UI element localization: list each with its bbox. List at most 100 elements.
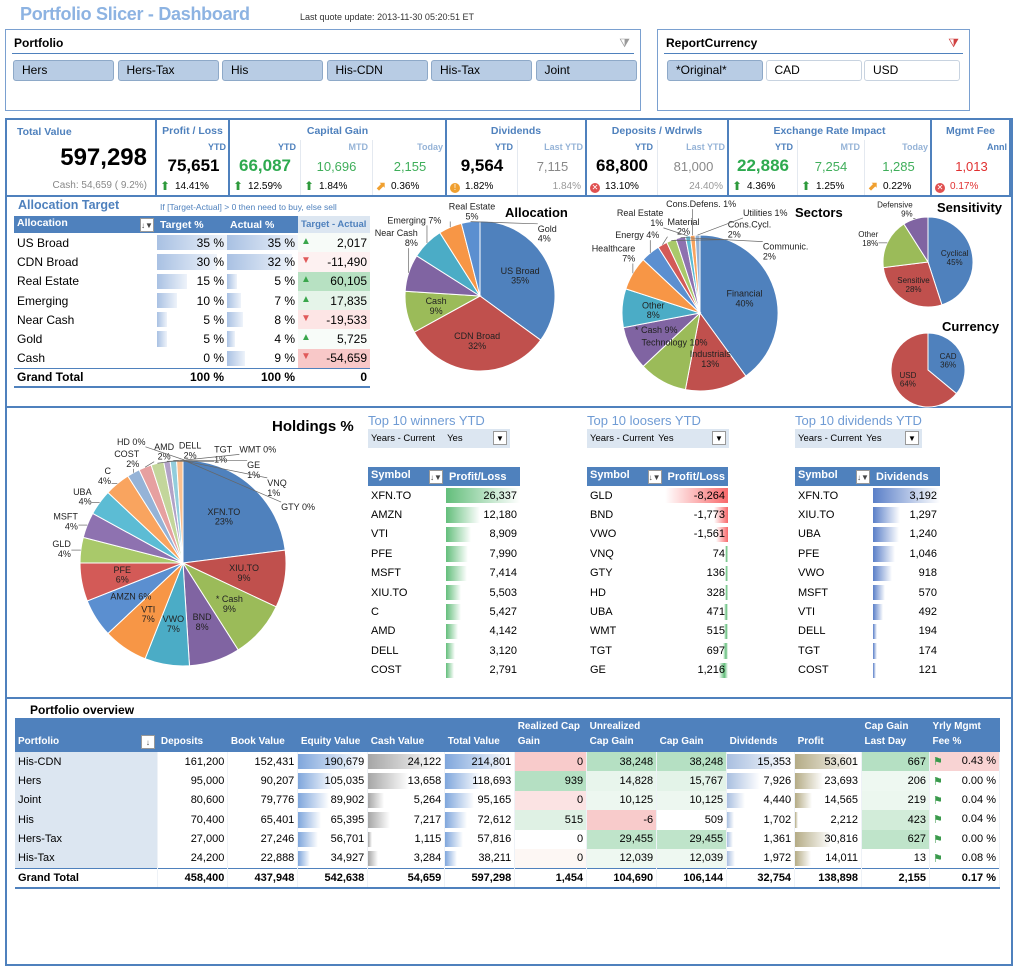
data-bar — [157, 235, 227, 251]
table-row[interactable]: Joint 80,600 79,776 89,902 5,264 95,165 0 10,12… — [15, 790, 1001, 811]
portfolio-filter-joint[interactable]: Joint — [535, 60, 637, 81]
value-cell: 1,297 — [873, 505, 940, 524]
allocation-grand-total-row: Grand Total 100 % 100 % 0 — [14, 367, 370, 389]
portfolio-filter-his-cdn[interactable]: His-CDN — [326, 60, 428, 81]
allocation-row[interactable]: Emerging 10 % 7 % ▲ 17,835 — [14, 290, 370, 311]
filter-value: Yes — [866, 433, 882, 444]
table-row[interactable]: VWO -1,561 — [587, 525, 728, 544]
sort-icon[interactable]: ↓ — [140, 735, 155, 749]
table-row[interactable]: BND -1,773 — [587, 505, 728, 524]
table-row[interactable]: UBA 471 — [587, 602, 728, 621]
table-row[interactable]: VTI 8,909 — [368, 525, 520, 544]
currency-filter-usd[interactable]: USD — [864, 60, 960, 81]
cell-total-value: 118,693 — [444, 771, 516, 791]
cell-profit: 2,212 — [794, 810, 863, 830]
table-row[interactable]: DELL 194 — [795, 622, 940, 641]
allocation-target-cell: 5 % — [157, 310, 227, 329]
table-row[interactable]: UBA 1,240 — [795, 525, 940, 544]
triangle-up-icon: ▲ — [301, 293, 311, 305]
portfolio-filter-hers-tax[interactable]: Hers-Tax — [117, 60, 219, 81]
table-row[interactable]: His 70,400 65,401 65,395 7,217 72,612 515 -6 509… — [15, 810, 1001, 830]
filter-clear-icon[interactable]: ⧩ — [948, 36, 959, 50]
pie-slice[interactable] — [684, 311, 747, 392]
filter-dropdown-icon[interactable]: ▼ — [493, 431, 507, 445]
allocation-row[interactable]: Cash 0 % 9 % ▼ -54,659 — [14, 348, 370, 369]
allocation-actual-cell: 7 % — [227, 291, 298, 310]
cell-book-value: 79,776 — [227, 790, 299, 811]
pie-slice[interactable] — [882, 261, 943, 308]
symbol: XFN.TO — [371, 489, 412, 502]
data-bar — [445, 812, 468, 828]
table-row[interactable]: HD 328 — [587, 583, 728, 602]
table-row[interactable]: GTY 136 — [587, 564, 728, 583]
table-row[interactable]: VTI 492 — [795, 602, 940, 621]
filter-dropdown-icon[interactable]: ▼ — [712, 431, 726, 445]
portfolio-filter-his[interactable]: His — [222, 60, 323, 81]
table-row[interactable]: COST 121 — [795, 661, 940, 680]
pie-slice[interactable] — [413, 295, 542, 372]
allocation-row[interactable]: Near Cash 5 % 8 % ▼ -19,533 — [14, 310, 370, 330]
table-row[interactable]: GLD -8,264 — [587, 486, 728, 505]
filter-clear-icon[interactable]: ⧩ — [619, 36, 630, 50]
table-row[interactable]: Hers-Tax 27,000 27,246 56,701 1,115 57,816 0 29… — [15, 829, 1001, 849]
table-row[interactable]: XFN.TO 3,192 — [795, 486, 940, 505]
table-row[interactable]: DELL 3,120 — [368, 641, 520, 660]
year-filter[interactable]: Years - Current Yes ▼ — [587, 429, 729, 448]
leader-line — [144, 461, 155, 468]
table-row[interactable]: His-CDN 161,200 152,431 190,679 24,122 214,80… — [15, 752, 1001, 772]
allocation-row[interactable]: Gold 5 % 4 % ▲ 5,725 — [14, 329, 370, 349]
filter-dropdown-icon[interactable]: ▼ — [905, 431, 919, 445]
currency-filter-original[interactable]: *Original* — [667, 60, 763, 81]
table-row[interactable]: His-Tax 24,200 22,888 34,927 3,284 38,211 0 12,… — [15, 848, 1001, 869]
allocation-row[interactable]: US Broad 35 % 35 % ▲ 2,017 — [14, 233, 370, 253]
table-row[interactable]: TGT 174 — [795, 641, 940, 660]
table-row[interactable]: VWO 918 — [795, 564, 940, 583]
table-row[interactable]: WMT 515 — [587, 622, 728, 641]
table-row[interactable]: PFE 1,046 — [795, 544, 940, 563]
table-row[interactable]: TGT 697 — [587, 641, 728, 660]
pie-slice[interactable] — [927, 216, 974, 306]
pie-slice[interactable] — [460, 220, 481, 297]
pie-slice[interactable] — [882, 223, 929, 269]
allocation-row[interactable]: Real Estate 15 % 5 % ▲ 60,105 — [14, 271, 370, 291]
symbol: MSFT — [371, 567, 401, 580]
cell-value: 38,248 — [619, 755, 654, 768]
allocation-row[interactable]: CDN Broad 30 % 32 % ▼ -11,490 — [14, 252, 370, 272]
table-row[interactable]: MSFT 7,414 — [368, 564, 520, 583]
cell-dividends: 1,702 — [726, 810, 796, 830]
table-row[interactable]: XIU.TO 5,503 — [368, 583, 520, 602]
sort-filter-icon[interactable]: ↓▼ — [647, 470, 662, 484]
table-row[interactable]: XFN.TO 26,337 — [368, 486, 520, 505]
value-cell: 1,240 — [873, 525, 940, 544]
pie-slice[interactable] — [903, 216, 929, 264]
sort-filter-icon[interactable]: ↓▼ — [140, 218, 154, 232]
table-row[interactable]: COST 2,791 — [368, 661, 520, 680]
table-row[interactable]: C 5,427 — [368, 602, 520, 621]
portfolio-filter-hers[interactable]: Hers — [13, 60, 114, 81]
pie-slice[interactable] — [927, 332, 966, 395]
table-row[interactable]: AMZN 12,180 — [368, 505, 520, 524]
table-row[interactable]: Hers 95,000 90,207 105,035 13,658 118,693 939 1… — [15, 771, 1001, 791]
year-filter[interactable]: Years - Current Yes ▼ — [368, 429, 510, 448]
table-row[interactable]: MSFT 570 — [795, 583, 940, 602]
portfolio-filter-his-tax[interactable]: His-Tax — [431, 60, 532, 81]
table-row[interactable]: VNQ 74 — [587, 544, 728, 563]
year-filter[interactable]: Years - Current Yes ▼ — [795, 429, 922, 448]
table-row[interactable]: PFE 7,990 — [368, 544, 520, 563]
pie-slice[interactable] — [699, 234, 779, 377]
table-row[interactable]: XIU.TO 1,297 — [795, 505, 940, 524]
value: 121 — [918, 664, 937, 677]
pie-label: VTI 7% — [141, 604, 155, 624]
sort-filter-icon[interactable]: ↓▼ — [856, 470, 870, 484]
cell-profit: 14,011 — [794, 848, 863, 869]
currency-filter-cad[interactable]: CAD — [765, 60, 862, 81]
pie-slice[interactable] — [890, 332, 958, 408]
kpi-group-title: Deposits / Wdrwls — [611, 125, 703, 137]
pie-slice[interactable] — [479, 220, 556, 341]
table-row[interactable]: GE 1,216 — [587, 661, 728, 680]
table-row[interactable]: AMD 4,142 — [368, 622, 520, 641]
pie-slice[interactable] — [694, 234, 701, 314]
kpi-percent-value: 13.10% — [605, 181, 639, 192]
sort-filter-icon[interactable]: ↓▼ — [429, 470, 443, 484]
grand-total-cell: 458,400 — [157, 867, 229, 889]
